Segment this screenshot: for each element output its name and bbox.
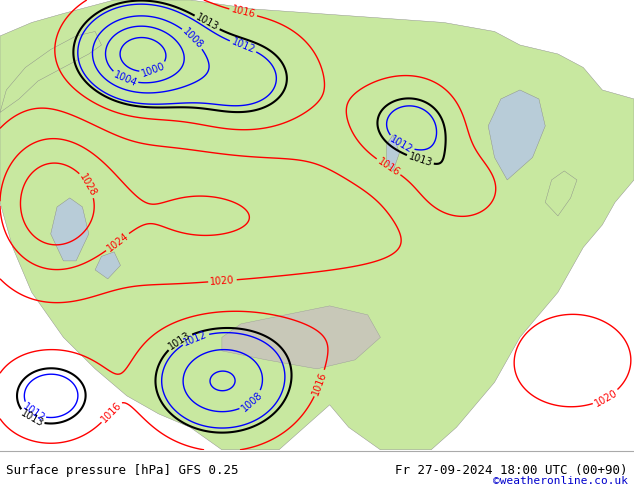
Text: Surface pressure [hPa] GFS 0.25: Surface pressure [hPa] GFS 0.25	[6, 464, 239, 477]
Text: 1016: 1016	[99, 400, 124, 424]
Text: 1020: 1020	[593, 388, 619, 408]
Text: 1013: 1013	[407, 151, 434, 169]
Text: 1012: 1012	[21, 401, 47, 424]
Text: 1013: 1013	[167, 330, 193, 352]
Polygon shape	[0, 31, 101, 113]
Text: 1016: 1016	[311, 370, 329, 396]
Polygon shape	[95, 252, 120, 279]
Polygon shape	[387, 135, 399, 171]
Text: 1008: 1008	[181, 26, 205, 50]
Text: 1012: 1012	[388, 134, 414, 155]
Text: Fr 27-09-2024 18:00 UTC (00+90): Fr 27-09-2024 18:00 UTC (00+90)	[395, 464, 628, 477]
Text: 1013: 1013	[194, 12, 220, 33]
Polygon shape	[545, 171, 577, 216]
Polygon shape	[51, 198, 89, 261]
Text: 1012: 1012	[230, 37, 256, 55]
Text: 1012: 1012	[182, 329, 209, 347]
Polygon shape	[0, 0, 634, 450]
Text: ©weatheronline.co.uk: ©weatheronline.co.uk	[493, 476, 628, 486]
Text: 1016: 1016	[230, 5, 256, 20]
Polygon shape	[488, 90, 545, 180]
Text: 1004: 1004	[112, 70, 139, 88]
Text: 1020: 1020	[210, 275, 235, 287]
Text: 1008: 1008	[239, 390, 264, 413]
Polygon shape	[222, 306, 380, 369]
Text: 1013: 1013	[18, 408, 45, 429]
Text: 1028: 1028	[78, 172, 99, 198]
Text: 1016: 1016	[375, 156, 401, 178]
Text: 1024: 1024	[105, 231, 131, 253]
Text: 1000: 1000	[140, 61, 167, 79]
